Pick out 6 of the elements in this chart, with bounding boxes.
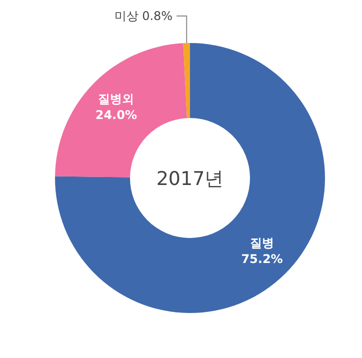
data-label: 24.0% xyxy=(95,108,137,122)
slice-label: 질병 xyxy=(250,236,274,250)
slice-label: 질병외 xyxy=(98,92,134,106)
slice-label: 미상 0.8% xyxy=(114,9,173,24)
data-label: 75.2% xyxy=(241,252,283,266)
text: 2017년 xyxy=(156,168,224,190)
